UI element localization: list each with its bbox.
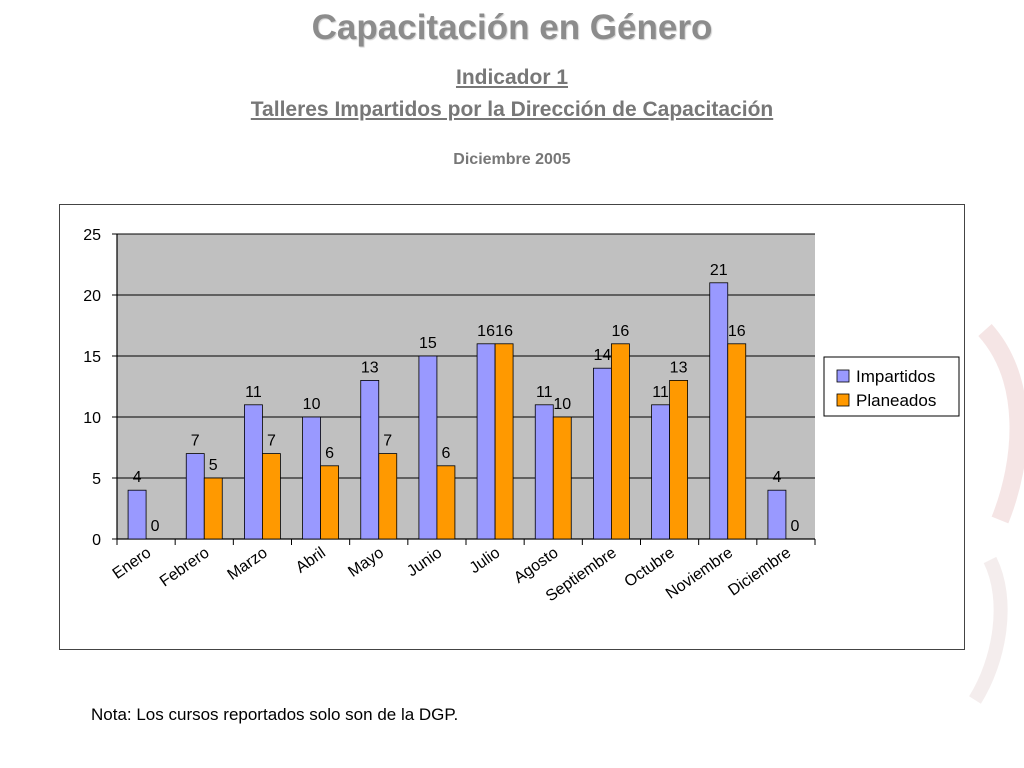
bar-planeados-octubre [669, 379, 688, 540]
legend-swatch [836, 369, 850, 383]
data-label: 4 [772, 469, 781, 486]
bar-planeados-junio [436, 465, 456, 540]
data-label: 16 [612, 323, 630, 340]
data-label: 6 [325, 445, 334, 462]
bar-impartidos-enero [127, 489, 147, 540]
bar-impartidos-julio [476, 343, 496, 540]
y-tick-label: 5 [92, 471, 101, 488]
x-category-label: Agosto [511, 544, 562, 587]
data-label: 6 [441, 445, 450, 462]
bar-planeados-septiembre [611, 343, 630, 540]
y-tick-label: 10 [83, 410, 101, 427]
bar-planeados-noviembre [727, 343, 747, 540]
chart-frame: 0 5 10 15 20 25 4 7 11 10 13 15 16 11 14 11 21 4 0 5 7 6 7 6 16 1… [59, 204, 965, 650]
bar-impartidos-abril [302, 416, 321, 540]
bar-impartidos-agosto [534, 404, 554, 540]
x-category-label: Abril [293, 544, 329, 576]
bar-impartidos-marzo [244, 404, 263, 540]
page-title: Capacitación en Género [311, 8, 713, 47]
bar-impartidos-septiembre [593, 367, 612, 540]
data-label: 7 [191, 433, 200, 450]
data-label: 11 [245, 384, 262, 401]
bar-planeados-mayo [378, 453, 398, 540]
data-label: 0 [151, 518, 160, 535]
data-label: 14 [594, 347, 612, 364]
data-label: 11 [652, 384, 669, 401]
y-tick-label: 20 [83, 288, 101, 305]
data-label: 7 [383, 433, 392, 450]
data-label: 15 [419, 335, 437, 352]
data-label: 13 [361, 359, 379, 376]
bar-planeados-agosto [552, 416, 572, 540]
data-label: 16 [477, 323, 495, 340]
bar-impartidos-febrero [185, 453, 205, 540]
legend-label: Impartidos [856, 367, 935, 386]
legend-swatch [836, 393, 850, 407]
data-label: 10 [553, 396, 571, 413]
bar-planeados-julio [494, 343, 514, 540]
y-tick-label: 25 [83, 227, 101, 244]
x-category-label: Marzo [225, 544, 271, 583]
y-tick-label: 15 [83, 349, 101, 366]
date-label: Diciembre 2005 [453, 151, 571, 168]
x-category-label: Mayo [345, 544, 387, 580]
data-label: 4 [133, 469, 142, 486]
legend-label: Planeados [856, 391, 936, 410]
indicator-subtitle: Indicador 1 [455, 66, 569, 89]
data-label: 16 [728, 323, 746, 340]
x-category-label: Febrero [157, 544, 213, 590]
data-label: 11 [536, 384, 553, 401]
data-label: 13 [670, 359, 688, 376]
x-category-label: Julio [467, 544, 504, 577]
workshops-subtitle: Talleres Impartidos por la Dirección de … [250, 98, 774, 121]
bar-impartidos-mayo [360, 379, 380, 540]
data-label: 0 [790, 518, 799, 535]
bar-impartidos-diciembre [767, 489, 787, 540]
data-label: 5 [209, 457, 218, 474]
bar-planeados-febrero [203, 477, 223, 540]
x-category-label: Enero [110, 544, 155, 582]
bar-impartidos-junio [418, 355, 438, 540]
data-label: 21 [710, 262, 728, 279]
footnote: Nota: Los cursos reportados solo son de … [91, 705, 459, 724]
bar-impartidos-octubre [651, 404, 670, 540]
plot-area [117, 234, 815, 539]
x-category-label: Junio [404, 544, 445, 580]
bar-planeados-marzo [262, 453, 281, 540]
data-label: 7 [267, 433, 276, 450]
y-tick-label: 0 [92, 532, 101, 549]
bar-chart: 0510152025471110131516111411214057676161… [83, 227, 960, 605]
data-label: 16 [495, 323, 513, 340]
bar-impartidos-noviembre [709, 282, 729, 540]
data-label: 10 [303, 396, 321, 413]
bar-planeados-abril [320, 465, 339, 540]
x-category-label: Diciembre [725, 544, 794, 599]
